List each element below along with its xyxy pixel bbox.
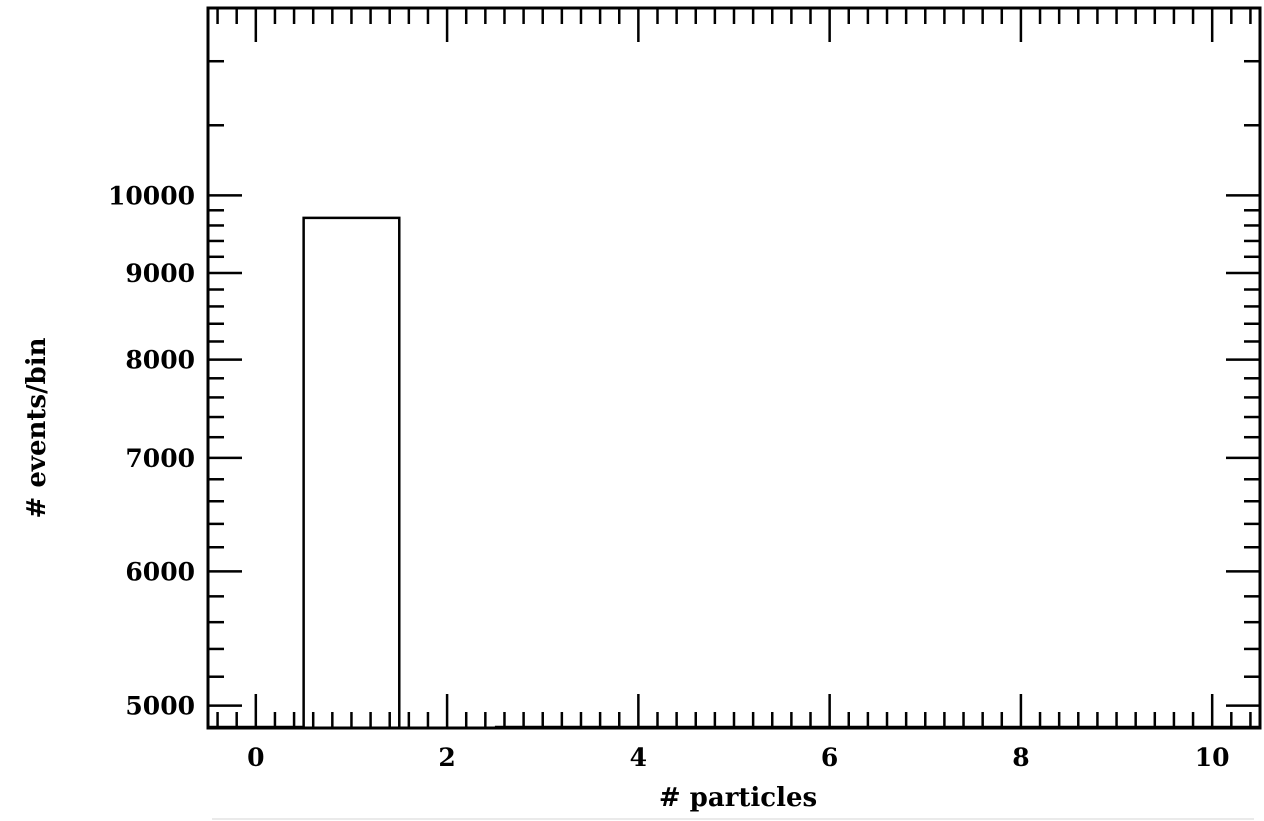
histogram-bars bbox=[208, 216, 1260, 729]
tick-marks bbox=[208, 8, 1260, 728]
x-axis-title: # particles bbox=[659, 783, 817, 813]
y-axis-title: # events/bin bbox=[22, 337, 52, 518]
y-tick-label: 9000 bbox=[125, 259, 195, 288]
y-tick-label: 6000 bbox=[125, 557, 195, 586]
x-tick-label: 0 bbox=[247, 743, 264, 772]
y-tick-label: 10000 bbox=[108, 181, 195, 210]
y-tick-label: 5000 bbox=[125, 692, 195, 721]
x-tick-label: 6 bbox=[821, 743, 838, 772]
x-tick-label: 4 bbox=[630, 743, 647, 772]
x-tick-label: 2 bbox=[438, 743, 455, 772]
y-tick-label: 7000 bbox=[125, 444, 195, 473]
y-tick-labels: 5000 6000 7000 8000 9000 10000 bbox=[108, 181, 195, 720]
x-tick-label: 10 bbox=[1195, 743, 1230, 772]
x-tick-label: 8 bbox=[1012, 743, 1029, 772]
x-tick-labels: 0 2 4 6 8 10 bbox=[247, 743, 1229, 772]
histogram-bar bbox=[302, 216, 401, 728]
plot-frame bbox=[206, 6, 1262, 730]
y-tick-label: 8000 bbox=[125, 346, 195, 375]
